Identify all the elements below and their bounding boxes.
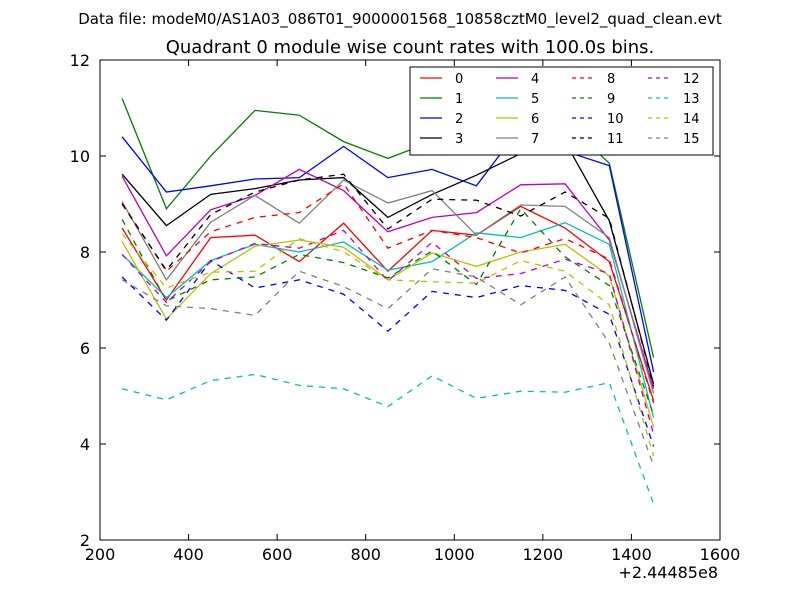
x-tick-label: 800 bbox=[350, 545, 381, 564]
x-offset-label: +2.44485e8 bbox=[618, 563, 718, 582]
series-line-7 bbox=[121, 179, 655, 394]
legend-label-0: 0 bbox=[455, 72, 463, 87]
x-tick-label: 600 bbox=[262, 545, 293, 564]
series-line-4 bbox=[121, 168, 655, 389]
plot-area bbox=[121, 98, 655, 505]
legend-label-2: 2 bbox=[455, 112, 463, 127]
axes-frame bbox=[99, 59, 721, 541]
legend-label-13: 13 bbox=[683, 92, 700, 107]
x-tick-label: 1000 bbox=[434, 545, 475, 564]
legend-label-10: 10 bbox=[607, 112, 624, 127]
y-tick-label: 4 bbox=[80, 435, 90, 454]
legend-label-11: 11 bbox=[607, 132, 624, 147]
y-tick-label: 12 bbox=[70, 51, 90, 70]
legend-label-15: 15 bbox=[683, 132, 700, 147]
series-line-9 bbox=[121, 207, 655, 416]
x-tick-label: 200 bbox=[85, 545, 116, 564]
x-tick-label: 400 bbox=[173, 545, 204, 564]
series-line-14 bbox=[121, 233, 655, 457]
y-tick-label: 2 bbox=[80, 531, 90, 550]
legend-label-3: 3 bbox=[455, 132, 463, 147]
legend-label-9: 9 bbox=[607, 92, 615, 107]
legend-label-7: 7 bbox=[531, 132, 539, 147]
series-line-8 bbox=[121, 182, 655, 404]
x-tick-label: 1400 bbox=[611, 545, 652, 564]
series-line-11 bbox=[121, 173, 655, 387]
suptitle: Data file: modeM0/AS1A03_086T01_90000015… bbox=[78, 10, 722, 29]
legend-label-14: 14 bbox=[683, 112, 700, 127]
legend-box bbox=[409, 66, 714, 156]
x-tick-label: 1600 bbox=[700, 545, 741, 564]
series-line-10 bbox=[121, 259, 655, 447]
legend-label-6: 6 bbox=[531, 112, 539, 127]
legend-label-12: 12 bbox=[683, 72, 700, 87]
series-line-13 bbox=[121, 373, 655, 505]
chart-title: Quadrant 0 module wise count rates with … bbox=[166, 37, 655, 58]
legend-label-8: 8 bbox=[607, 72, 615, 87]
legend-label-4: 4 bbox=[531, 72, 539, 87]
x-tick-label: 1200 bbox=[522, 545, 563, 564]
y-tick-label: 10 bbox=[70, 147, 90, 166]
legend-label-5: 5 bbox=[531, 92, 539, 107]
y-tick-label: 8 bbox=[80, 243, 90, 262]
y-tick-label: 6 bbox=[80, 339, 90, 358]
series-line-15 bbox=[121, 268, 655, 466]
legend-label-1: 1 bbox=[455, 92, 463, 107]
series-line-12 bbox=[121, 229, 655, 435]
series-line-0 bbox=[121, 205, 655, 401]
